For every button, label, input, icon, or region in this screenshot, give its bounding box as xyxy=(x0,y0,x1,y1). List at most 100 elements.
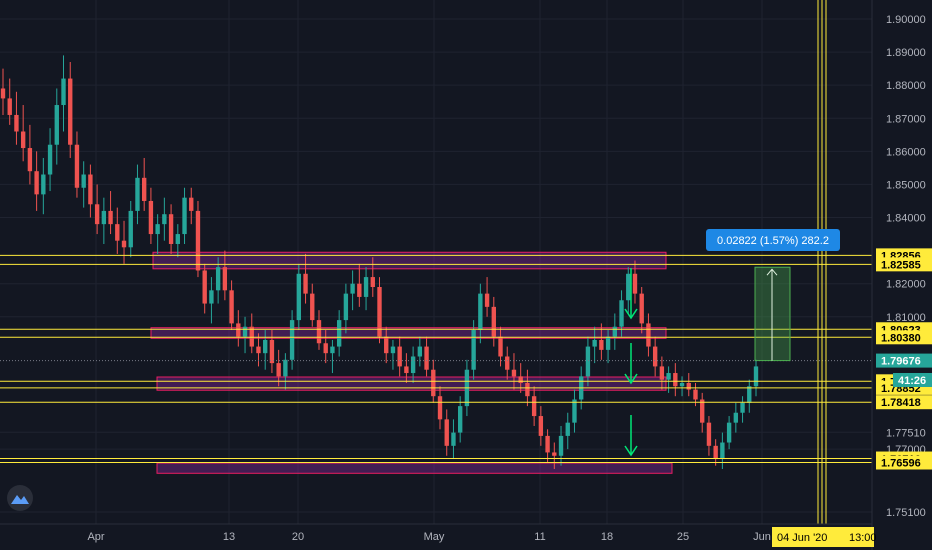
candle-body xyxy=(397,346,402,367)
candle-body xyxy=(263,339,268,354)
candle-body xyxy=(296,273,302,321)
candle-body xyxy=(632,273,638,294)
candle-body xyxy=(142,177,147,201)
level-price-tag xyxy=(876,330,932,345)
tradingview-logo-icon[interactable] xyxy=(7,485,33,511)
candle-body xyxy=(518,376,523,383)
time-tick-label: 25 xyxy=(677,531,689,543)
candle-body xyxy=(289,320,295,360)
price-tick-label: 1.84000 xyxy=(886,213,926,225)
price-tick-label: 1.87000 xyxy=(886,113,926,125)
time-tick-label: Apr xyxy=(87,531,104,543)
candle-body xyxy=(384,336,389,354)
candle-body xyxy=(599,339,604,350)
zone-rectangle xyxy=(156,462,673,474)
candle-body xyxy=(101,210,107,225)
down-arrow-head xyxy=(624,308,638,320)
time-tick-label: 18 xyxy=(601,531,613,543)
zone-rectangle xyxy=(156,376,667,391)
price-tick-label: 1.89000 xyxy=(886,47,926,59)
candle-body xyxy=(330,346,335,354)
level-lines xyxy=(0,0,872,524)
candle-body xyxy=(605,336,611,350)
candle-body xyxy=(706,422,712,446)
price-tick-label: 1.82000 xyxy=(886,279,926,291)
candle-body xyxy=(646,323,651,347)
crosshair-date-tag xyxy=(772,527,874,547)
candle-body xyxy=(457,406,463,433)
candle-body xyxy=(659,366,665,380)
candle-body xyxy=(713,445,718,460)
annotations: 0.02822 (1.57%) 282.2 xyxy=(624,229,840,457)
candle-body xyxy=(572,399,577,423)
price-axis[interactable]: 1.90000 1.89000 1.88000 1.87000 1.86000 1.850… xyxy=(871,0,932,550)
candle-body xyxy=(323,343,328,354)
price-tick-label: 1.81000 xyxy=(886,312,926,324)
price-tick-label: 1.85000 xyxy=(886,179,926,191)
zone-rectangle xyxy=(150,327,667,339)
candle-body xyxy=(424,346,429,370)
grid xyxy=(0,0,872,524)
candle-body xyxy=(256,346,261,354)
candle-body xyxy=(726,422,732,443)
level-price-tag-label: 1.78418 xyxy=(881,397,921,409)
level-price-tag-label: 1.76596 xyxy=(881,458,921,470)
candle-body xyxy=(195,210,201,271)
candle-body xyxy=(747,386,752,403)
candle-body xyxy=(652,346,658,367)
candle-body xyxy=(370,277,375,288)
candle-body xyxy=(484,293,490,307)
measure-label: 0.02822 (1.57%) 282.2 xyxy=(717,235,829,247)
candle-body xyxy=(276,363,281,377)
candle-body xyxy=(390,346,396,354)
candle-body xyxy=(417,346,423,357)
time-tick-label: Jun xyxy=(753,531,771,543)
candle-body xyxy=(148,200,154,235)
candle-body xyxy=(128,210,133,248)
candle-body xyxy=(310,293,315,321)
candle-body xyxy=(162,214,167,225)
candle-body xyxy=(14,114,19,132)
candle-body xyxy=(733,412,739,423)
candle-body xyxy=(269,339,275,364)
down-arrow-head xyxy=(624,373,638,385)
candle-body xyxy=(343,293,349,321)
measure-arrow-head xyxy=(766,268,778,276)
candle-body xyxy=(121,240,127,248)
countdown-tag xyxy=(893,373,932,387)
candle-body xyxy=(88,174,93,205)
candle-body xyxy=(236,323,241,337)
time-tick-label: 13 xyxy=(223,531,235,543)
candle-body xyxy=(20,131,26,149)
candle-body xyxy=(626,273,631,301)
candle-body xyxy=(666,373,671,380)
candle-body xyxy=(54,105,59,145)
candle-body xyxy=(471,330,476,370)
candle-body xyxy=(491,306,496,337)
candle-body xyxy=(34,171,39,195)
level-price-tag xyxy=(876,395,932,410)
candle-body xyxy=(639,293,644,324)
candle-body xyxy=(222,267,228,291)
candle-body xyxy=(531,396,537,417)
level-price-tag-label: 1.80380 xyxy=(881,332,921,344)
candle-body xyxy=(115,224,120,241)
time-axis[interactable]: Apr 13 20 May 11 18 25 Jun 04 Jun '20 13:00 xyxy=(0,523,877,547)
crosshair-time-label: 13:00 xyxy=(849,532,877,544)
candle-body xyxy=(0,88,6,99)
candle-body xyxy=(215,267,221,291)
countdown-tag-label: 41:26 xyxy=(898,375,926,387)
level-price-tag xyxy=(876,257,932,272)
candle-body xyxy=(693,389,698,400)
candle-body xyxy=(27,148,33,172)
crosshair-date-label: 04 Jun '20 xyxy=(777,532,827,544)
candle-body xyxy=(316,320,322,344)
candle-body xyxy=(451,432,456,446)
candle-body xyxy=(740,402,745,413)
candles xyxy=(0,55,759,469)
candle-body xyxy=(363,277,369,297)
level-price-tag xyxy=(876,455,932,470)
candle-body xyxy=(336,320,342,347)
candle-body xyxy=(686,382,691,390)
